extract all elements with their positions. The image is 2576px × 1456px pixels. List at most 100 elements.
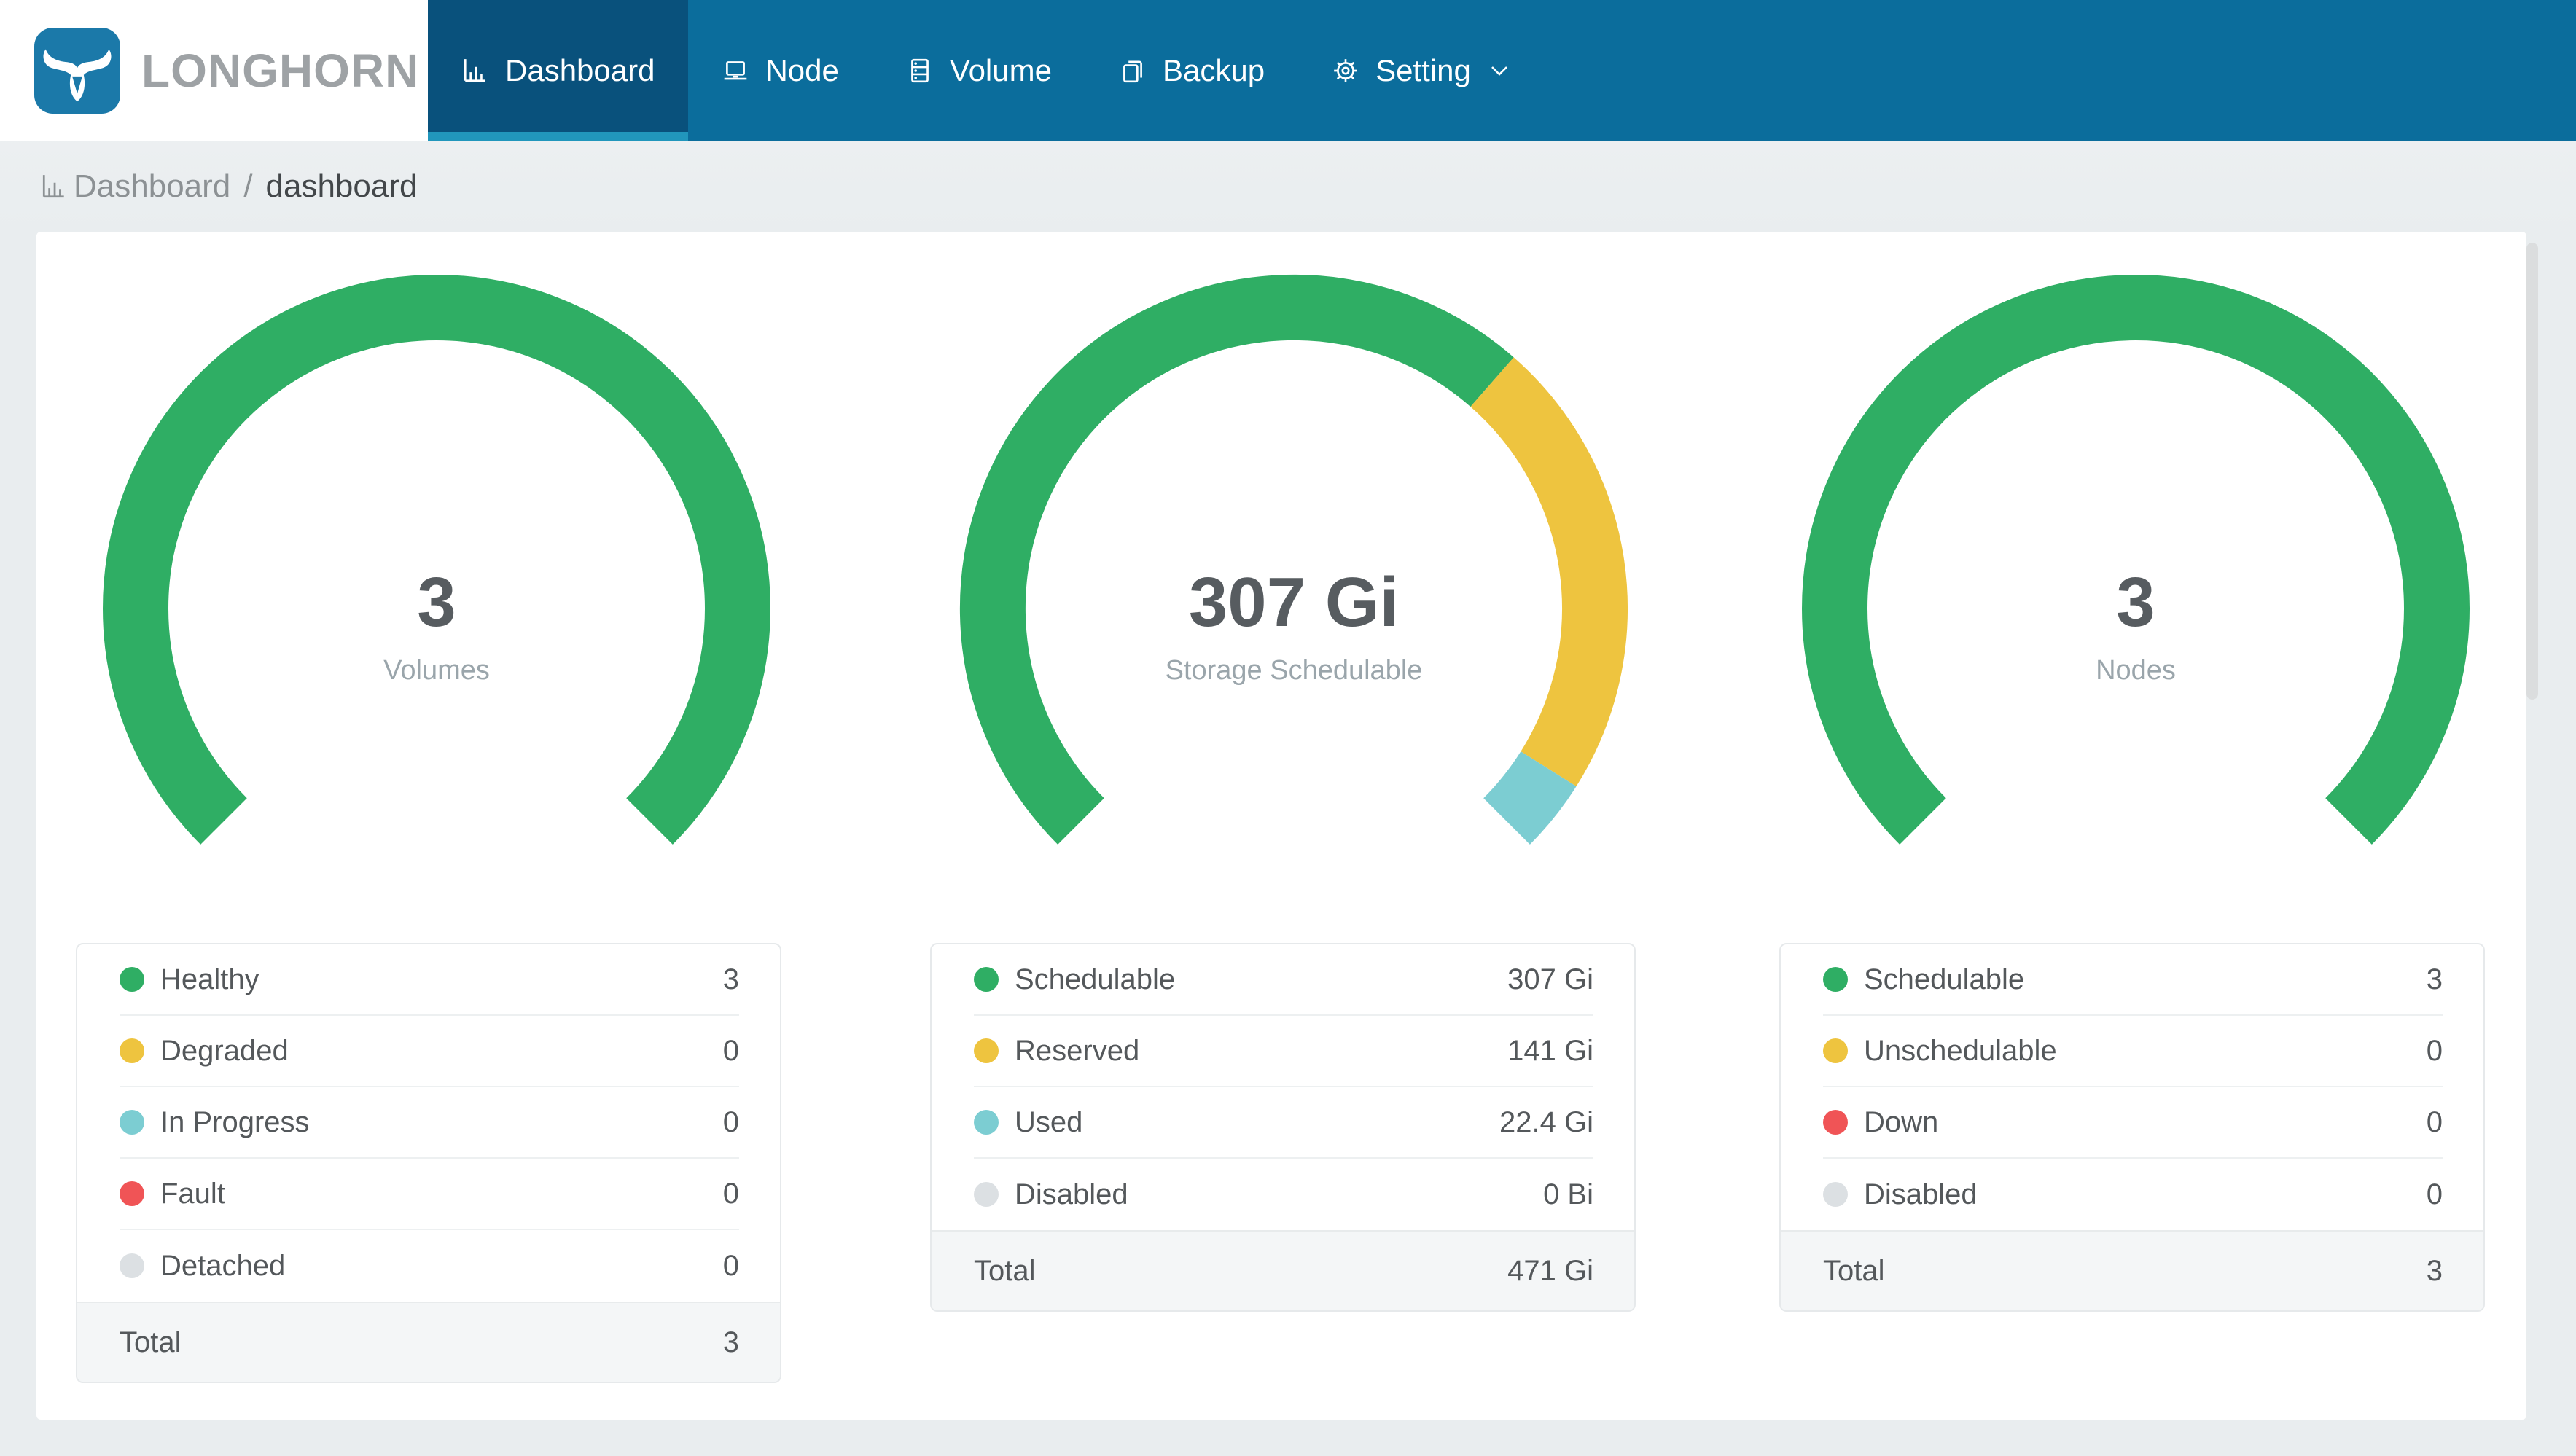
breadcrumb-separator: / [243, 168, 253, 204]
detached-status-dot [120, 1253, 144, 1278]
legend-value: 3 [722, 963, 739, 995]
unschedulable-status-dot [1823, 1038, 1848, 1063]
copy-icon [1123, 60, 1142, 82]
legend-row-disabled: Disabled 0 Bi [974, 1159, 1593, 1230]
reserved-status-dot [974, 1038, 999, 1063]
nodes-gauge-arc [1802, 275, 2470, 845]
legend-value: 22.4 Gi [1499, 1105, 1593, 1138]
legend-value: 307 Gi [1507, 963, 1593, 995]
legend-rows: Schedulable 3 Unschedulable 0 Down 0 Dis… [1781, 944, 2483, 1230]
vertical-scrollbar-thumb[interactable] [2526, 243, 2538, 700]
storage-schedulable-amount: 307 Gi [1188, 563, 1400, 641]
bar-chart-icon [42, 174, 64, 197]
database-icon [911, 58, 929, 82]
legend-row-healthy: Healthy 3 [120, 944, 739, 1016]
legend-label: Healthy [160, 963, 259, 995]
nodes-caption: Nodes [2096, 655, 2176, 686]
legend-value: 0 [2426, 1178, 2443, 1210]
gear-icon [1334, 58, 1357, 82]
nav-item-setting[interactable]: Setting [1298, 0, 1542, 141]
nav-label: Setting [1375, 52, 1471, 87]
bar-chart-icon [464, 58, 485, 82]
gauge-center-text: 3 Volumes [101, 563, 772, 686]
volumes-caption: Volumes [383, 655, 490, 686]
legend-rows: Healthy 3 Degraded 0 In Progress 0 Fault… [77, 944, 780, 1302]
legend-label: Reserved [1015, 1034, 1140, 1067]
breadcrumb: Dashboard / dashboard [0, 141, 2576, 232]
gauge-center-text: 307 Gi Storage Schedulable [959, 563, 1629, 686]
total-label: Total [120, 1326, 182, 1358]
legend-row-detached: Detached 0 [120, 1230, 739, 1302]
schedulable-status-dot [974, 967, 999, 992]
nav-item-node[interactable]: Node [688, 0, 872, 141]
legend-value: 0 [722, 1249, 739, 1282]
fault-status-dot [120, 1181, 144, 1206]
brand-name: LONGHORN [141, 44, 420, 97]
volumes-gauge: 3 Volumes [101, 273, 772, 849]
legend-label: Schedulable [1864, 963, 2025, 995]
legend-value: 0 [2426, 1034, 2443, 1067]
legend-row-schedulable: Schedulable 307 Gi [974, 944, 1593, 1016]
healthy-status-dot [120, 967, 144, 992]
legend-row-reserved: Reserved 141 Gi [974, 1016, 1593, 1087]
legend-label: Detached [160, 1249, 286, 1282]
volumes-count: 3 [417, 563, 456, 641]
nav-item-backup[interactable]: Backup [1085, 0, 1298, 141]
schedulable-status-dot [1823, 967, 1848, 992]
longhorn-bull-icon [34, 27, 120, 114]
nodes-gauge: 3 Nodes [1800, 273, 2471, 849]
volumes-legend-card: Healthy 3 Degraded 0 In Progress 0 Fault… [76, 943, 781, 1383]
breadcrumb-section[interactable]: Dashboard [74, 168, 231, 204]
legend-row-down: Down 0 [1823, 1087, 2443, 1159]
legend-value: 0 Bi [1543, 1178, 1593, 1210]
legend-label: Down [1864, 1105, 1939, 1138]
legend-row-in-progress: In Progress 0 [120, 1087, 739, 1159]
breadcrumb-current-page: dashboard [265, 168, 418, 204]
legend-row-fault: Fault 0 [120, 1159, 739, 1230]
legend-label: Fault [160, 1177, 225, 1210]
nav-item-volume[interactable]: Volume [873, 0, 1085, 141]
longhorn-logo[interactable]: LONGHORN [0, 0, 428, 141]
total-value: 471 Gi [1507, 1254, 1593, 1287]
active-tab-underline [428, 132, 689, 141]
top-nav-bar: LONGHORN Dashboard Node Volum [0, 0, 2576, 141]
legend-value: 0 [2426, 1105, 2443, 1138]
legend-row-unschedulable: Unschedulable 0 [1823, 1016, 2443, 1087]
storage-legend-card: Schedulable 307 Gi Reserved 141 Gi Used … [930, 943, 1636, 1312]
legend-label: Used [1015, 1105, 1083, 1138]
total-label: Total [1823, 1254, 1885, 1287]
gauge-center-text: 3 Nodes [1800, 563, 2471, 686]
legend-row-schedulable: Schedulable 3 [1823, 944, 2443, 1016]
volumes-total-row: Total 3 [77, 1302, 780, 1382]
main-nav: Dashboard Node Volume [428, 0, 1542, 141]
legend-label: Unschedulable [1864, 1034, 2057, 1067]
volumes-gauge-arc [103, 275, 770, 845]
legend-row-used: Used 22.4 Gi [974, 1087, 1593, 1159]
disabled-status-dot [974, 1182, 999, 1207]
disabled-status-dot [1823, 1182, 1848, 1207]
legend-value: 141 Gi [1507, 1034, 1593, 1067]
legend-value: 0 [722, 1105, 739, 1138]
nav-item-dashboard[interactable]: Dashboard [428, 0, 689, 141]
nav-label: Dashboard [505, 52, 655, 87]
degraded-status-dot [120, 1038, 144, 1063]
legend-label: In Progress [160, 1105, 310, 1138]
legend-label: Schedulable [1015, 963, 1176, 995]
nodes-total-row: Total 3 [1781, 1230, 2483, 1310]
laptop-icon [725, 60, 747, 79]
total-value: 3 [722, 1326, 739, 1358]
nodes-count: 3 [2116, 563, 2155, 641]
legend-value: 3 [2426, 963, 2443, 995]
nodes-legend-card: Schedulable 3 Unschedulable 0 Down 0 Dis… [1779, 943, 2485, 1312]
legend-rows: Schedulable 307 Gi Reserved 141 Gi Used … [932, 944, 1634, 1230]
down-status-dot [1823, 1110, 1848, 1135]
storage-gauge-arc [959, 274, 1628, 845]
total-value: 3 [2426, 1254, 2443, 1287]
total-label: Total [974, 1254, 1036, 1287]
storage-gauge: 307 Gi Storage Schedulable [959, 273, 1629, 849]
nav-label: Backup [1162, 52, 1265, 87]
legend-label: Disabled [1015, 1178, 1128, 1210]
storage-caption: Storage Schedulable [1165, 655, 1423, 686]
chevron-down-icon [1491, 66, 1507, 76]
legend-label: Disabled [1864, 1178, 1978, 1210]
